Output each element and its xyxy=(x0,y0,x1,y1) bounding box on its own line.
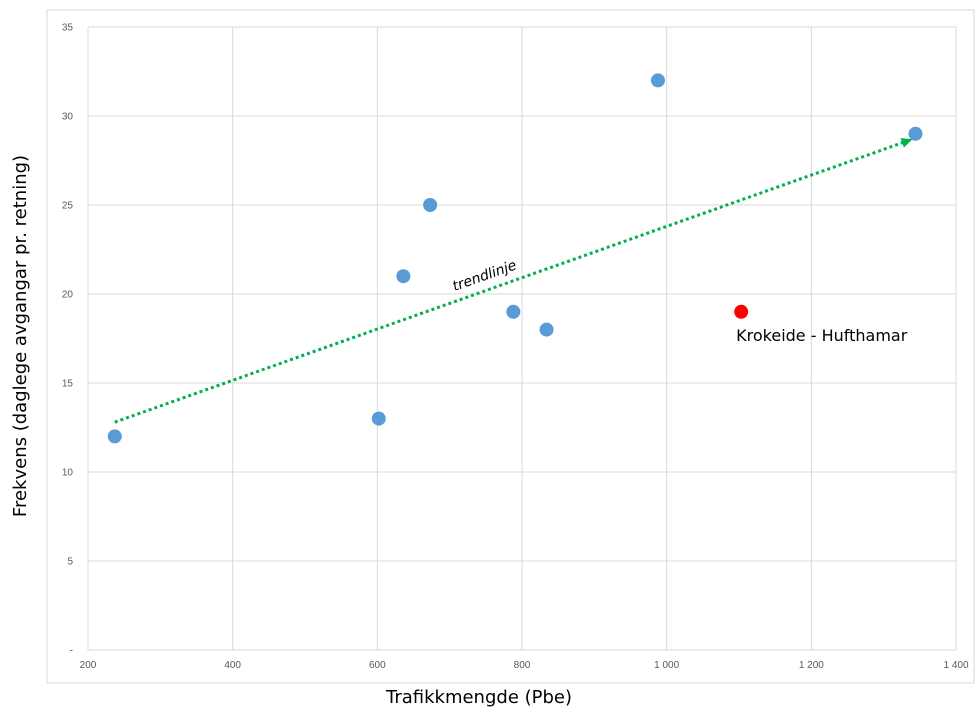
x-tick-label: 600 xyxy=(369,660,386,671)
y-tick-label: - xyxy=(70,646,73,657)
scatter-point xyxy=(506,304,521,319)
trendline xyxy=(114,140,905,424)
scatter-point xyxy=(734,304,749,319)
trendline-arrowhead xyxy=(900,138,913,148)
point-annotation: Krokeide - Hufthamar xyxy=(736,326,908,345)
scatter-point xyxy=(396,269,411,284)
y-tick-label: 20 xyxy=(62,290,74,301)
scatter-point xyxy=(539,322,554,337)
y-tick-label: 25 xyxy=(62,201,74,212)
scatter-point xyxy=(107,429,122,444)
x-tick-label: 1 000 xyxy=(654,660,679,671)
x-axis-title: Trafikkmengde (Pbe) xyxy=(385,687,572,708)
y-axis-title: Frekvens (daglege avgangar pr. retning) xyxy=(10,155,31,517)
scatter-point xyxy=(908,126,923,141)
x-tick-label: 1 200 xyxy=(799,660,824,671)
data-points: Krokeide - Hufthamar xyxy=(107,73,923,444)
grid-lines xyxy=(87,26,957,651)
x-tick-label: 400 xyxy=(224,660,241,671)
y-tick-label: 10 xyxy=(62,468,74,479)
scatter-point xyxy=(650,73,665,88)
y-tick-label: 35 xyxy=(62,23,74,34)
scatter-point xyxy=(371,411,386,426)
x-tick-label: 200 xyxy=(80,660,97,671)
y-tick-label: 15 xyxy=(62,379,74,390)
axis-ticks: 200 400 600 800 1 000 1 200 1 400 - 5 10 15 20 25 30 3… xyxy=(62,23,969,672)
y-tick-label: 30 xyxy=(62,112,74,123)
x-tick-label: 1 400 xyxy=(943,660,968,671)
y-tick-label: 5 xyxy=(67,557,73,568)
scatter-point xyxy=(423,198,438,212)
plot-frame xyxy=(46,9,975,684)
x-tick-label: 800 xyxy=(514,660,531,671)
